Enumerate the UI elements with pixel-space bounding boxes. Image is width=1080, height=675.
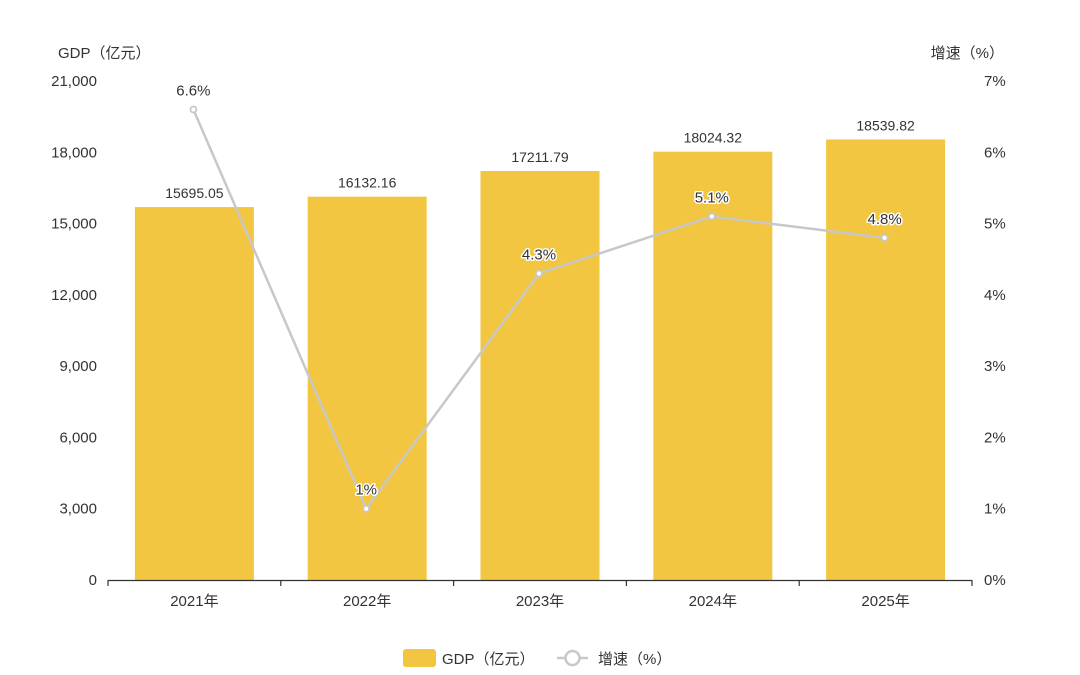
left-tick-label: 12,000 [51, 287, 97, 304]
legend-gdp-label: GDP（亿元） [442, 651, 535, 668]
growth-line-labels: 6.6% 1% 4.3% 5.1% 4.8% [175, 81, 903, 500]
growth-line-point [362, 504, 371, 513]
gdp-bar-value-label: 17211.79 [511, 149, 569, 165]
right-axis-ticks: 0% 1% 2% 3% 4% 5% 6% 7% [984, 73, 1006, 589]
x-category-label: 2022年 [343, 593, 391, 610]
gdp-bar-value-label: 18539.82 [856, 117, 915, 133]
gdp-bar-labels: 15695.05 16132.16 17211.79 18024.32 18539.82 [165, 117, 915, 201]
growth-line-point [880, 233, 889, 242]
left-tick-label: 21,000 [51, 73, 97, 90]
right-tick-label: 7% [984, 73, 1006, 90]
left-axis-title: GDP（亿元） [58, 45, 151, 62]
gdp-bar [480, 171, 600, 581]
growth-value-label: 4.3% [522, 246, 556, 263]
left-axis-ticks: 0 3,000 6,000 9,000 12,000 15,000 18,000 21,000 [51, 73, 97, 589]
x-category-label: 2021年 [170, 593, 218, 610]
right-tick-label: 2% [984, 429, 1006, 446]
growth-value-label: 5.1% [695, 189, 729, 206]
gdp-bar-value-label: 18024.32 [684, 130, 743, 146]
gdp-bar-value-label: 16132.16 [338, 175, 397, 191]
x-category-label: 2024年 [689, 593, 737, 610]
right-tick-label: 3% [984, 358, 1006, 375]
left-tick-label: 0 [89, 572, 97, 589]
gdp-bar [134, 207, 254, 580]
legend-growth-marker [564, 649, 581, 667]
x-axis: 2021年 2022年 2023年 2024年 2025年 [107, 579, 973, 610]
gdp-bar [826, 139, 946, 580]
x-category-label: 2025年 [861, 593, 909, 610]
gdp-bar [653, 151, 773, 580]
gdp-bar-value-label: 15695.05 [165, 185, 224, 201]
legend: GDP（亿元） 增速（%） [403, 649, 671, 668]
right-tick-label: 0% [984, 572, 1006, 589]
legend-growth-label: 增速（%） [598, 651, 671, 668]
right-tick-label: 4% [984, 287, 1006, 304]
right-tick-label: 5% [984, 216, 1006, 233]
gdp-bar [307, 196, 427, 581]
left-tick-label: 9,000 [59, 358, 97, 375]
legend-gdp-swatch [403, 649, 436, 667]
left-tick-label: 18,000 [51, 144, 97, 161]
growth-line-point [535, 269, 543, 278]
growth-line-series [189, 105, 889, 513]
growth-line-point [189, 105, 198, 114]
right-tick-label: 6% [984, 144, 1006, 161]
growth-value-label: 4.8% [867, 211, 901, 228]
growth-value-label: 6.6% [176, 83, 210, 100]
growth-value-label: 1% [355, 482, 377, 499]
x-category-label: 2023年 [516, 593, 564, 610]
right-axis-title: 增速（%） [931, 45, 1004, 62]
right-tick-label: 1% [984, 501, 1006, 518]
left-tick-label: 6,000 [59, 429, 97, 446]
growth-line-point [707, 212, 716, 221]
gdp-bars [134, 139, 946, 581]
left-tick-label: 3,000 [59, 501, 97, 518]
left-tick-label: 15,000 [51, 216, 97, 233]
